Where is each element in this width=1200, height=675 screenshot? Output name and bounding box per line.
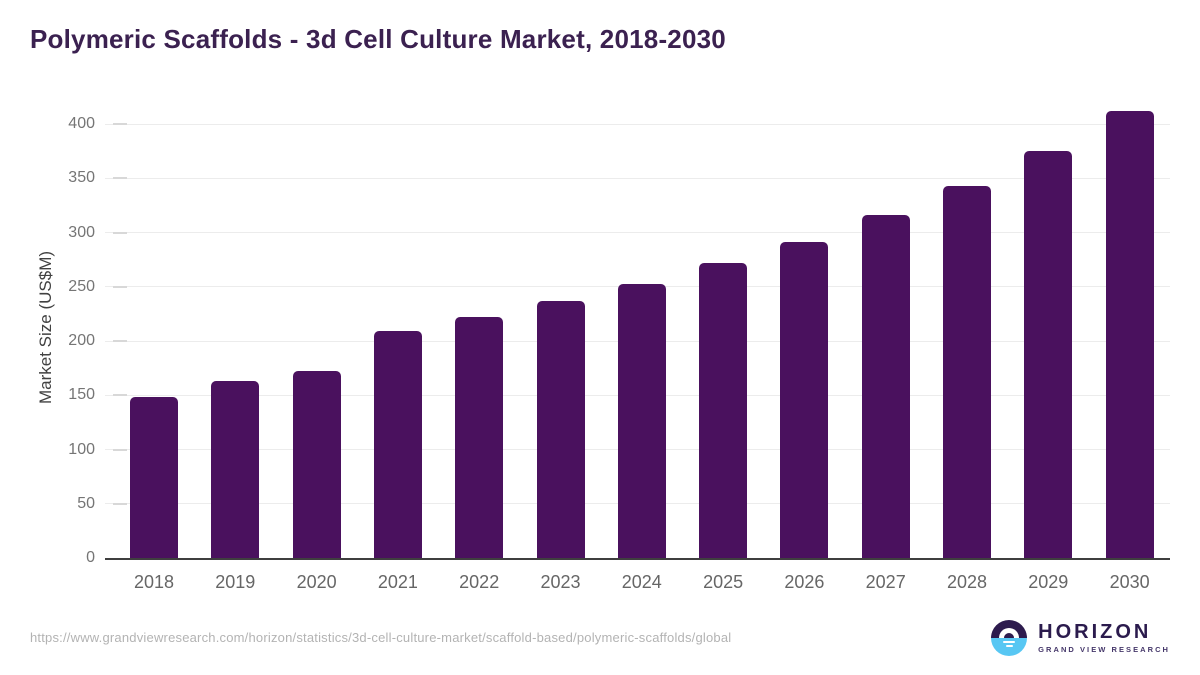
- bar: [1024, 151, 1073, 558]
- bar: [617, 283, 666, 558]
- y-tick-label: 350: [68, 169, 95, 187]
- y-tick-label: 400: [68, 115, 95, 132]
- y-tick-mark: [113, 448, 127, 451]
- y-tick-label: 50: [77, 494, 95, 512]
- y-tick-label: 100: [68, 440, 95, 458]
- bar: [1105, 110, 1154, 558]
- y-tick-mark: [113, 394, 127, 397]
- bar: [780, 242, 829, 558]
- y-tick-label: 300: [68, 223, 95, 241]
- bar: [292, 371, 341, 558]
- y-tick-label: 0: [86, 549, 95, 566]
- horizon-sun-logo-icon: [991, 620, 1028, 656]
- y-tick-label: 250: [68, 277, 95, 295]
- y-tick-mark: [113, 231, 127, 234]
- x-tick-label: 2018: [133, 572, 175, 592]
- bar: [211, 381, 260, 558]
- x-tick-label: 2025: [703, 572, 744, 592]
- bar: [130, 397, 178, 558]
- x-tick-label: 2030: [1109, 572, 1150, 592]
- plot-area: 0 50 100 150 200 250 300 350 400 2018 2019 2020 2021…: [68, 94, 1170, 592]
- sun-reflection-stripe: [1003, 640, 1016, 643]
- bar: [943, 185, 991, 558]
- x-tick-label: 2019: [215, 572, 256, 592]
- x-tick-label: 2026: [784, 572, 825, 592]
- sun-reflection-stripe: [1005, 644, 1013, 647]
- y-tick-label: 150: [68, 386, 95, 404]
- x-tick-label: 2027: [865, 572, 906, 592]
- bar: [373, 331, 422, 558]
- x-tick-label: 2020: [296, 572, 337, 592]
- bar: [536, 300, 585, 558]
- bar: [861, 215, 910, 558]
- gridline: [105, 123, 1170, 125]
- source-url: https://www.grandviewresearch.com/horizo…: [30, 630, 732, 645]
- y-tick-mark: [113, 177, 127, 180]
- x-tick-label: 2024: [621, 572, 662, 592]
- logo-text: HORIZON GRAND VIEW RESEARCH: [1038, 622, 1170, 654]
- y-tick-mark: [113, 285, 127, 288]
- logo-title: HORIZON: [1038, 621, 1152, 643]
- logo: HORIZON GRAND VIEW RESEARCH: [991, 620, 1170, 656]
- x-tick-label: 2022: [459, 572, 500, 592]
- y-tick-mark: [113, 340, 127, 342]
- sun-notch-shape: [1004, 633, 1015, 638]
- x-tick-label: 2021: [377, 572, 418, 592]
- y-tick-mark: [113, 502, 127, 505]
- gridline: [105, 232, 1170, 233]
- x-tick-label: 2028: [946, 572, 988, 592]
- x-tick-label: 2023: [540, 572, 581, 592]
- logo-subtitle: GRAND VIEW RESEARCH: [1038, 645, 1170, 654]
- bar: [455, 317, 504, 558]
- gridline: [105, 177, 1170, 179]
- x-tick-label: 2029: [1028, 572, 1069, 592]
- y-tick-label: 200: [68, 332, 95, 349]
- chart-title: Polymeric Scaffolds - 3d Cell Culture Ma…: [30, 24, 726, 54]
- y-tick-mark: [113, 123, 127, 125]
- bar: [699, 262, 748, 558]
